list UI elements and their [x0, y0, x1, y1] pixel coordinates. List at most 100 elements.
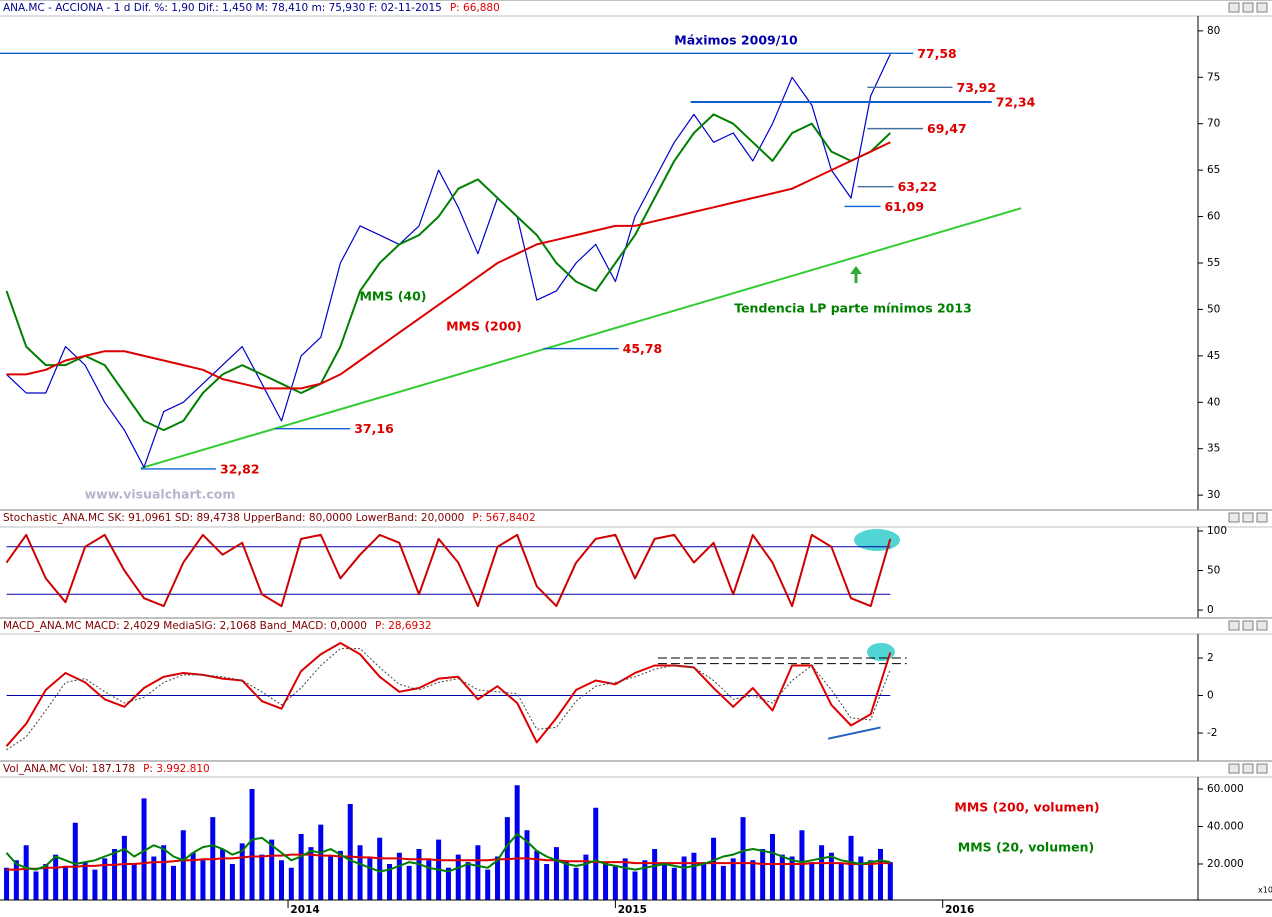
- panel-header: ANA.MC - ACCIONA - 1 d Dif. %: 1,90 Dif.…: [3, 2, 442, 14]
- arrow-head: [850, 266, 862, 274]
- volume-bar: [632, 871, 638, 900]
- window-button: [1256, 2, 1268, 13]
- y-tick-label: 0: [1207, 604, 1214, 616]
- volume-bar: [544, 864, 550, 900]
- series-line: [6, 53, 891, 468]
- volume-bar: [308, 847, 314, 900]
- series-line: [5, 113, 891, 432]
- annotation: Máximos 2009/10: [674, 33, 798, 48]
- series-label: MMS (200): [446, 319, 522, 334]
- y-tick-label: 80: [1207, 25, 1220, 37]
- axis-note: x10: [1258, 886, 1272, 895]
- window-button: [1228, 512, 1240, 523]
- volume-bar: [642, 860, 648, 900]
- panel-header: Vol_ANA.MC Vol: 187.178: [3, 763, 135, 775]
- volume-bar: [720, 865, 726, 900]
- volume-bar: [819, 845, 825, 900]
- volume-bar: [524, 830, 530, 900]
- volume-bar: [877, 849, 883, 900]
- volume-bar: [121, 835, 127, 900]
- panel-header-price: P: 567,8402: [472, 512, 535, 524]
- volume-bar: [229, 864, 235, 900]
- y-tick-label: 60: [1207, 211, 1220, 223]
- volume-bar: [887, 862, 893, 900]
- volume-bar: [799, 830, 805, 900]
- trend-line: [140, 207, 1022, 470]
- volume-bar: [495, 856, 501, 900]
- window-button: [1256, 512, 1268, 523]
- y-tick-label: 40.000: [1207, 821, 1244, 833]
- volume-bar: [681, 856, 687, 900]
- window-button: [1242, 512, 1254, 523]
- y-tick-label: 50: [1207, 303, 1220, 315]
- x-tick-label: 2016: [945, 904, 974, 916]
- series-line: [5, 833, 891, 873]
- volume-bar: [278, 860, 284, 900]
- series-line: [6, 648, 891, 751]
- volume-bar: [828, 852, 834, 900]
- volume-bar: [475, 845, 481, 900]
- y-tick-label: 100: [1207, 525, 1227, 537]
- volume-bar: [112, 849, 118, 900]
- level-label: 77,58: [917, 46, 957, 61]
- volume-bar: [769, 834, 775, 900]
- volume-bar: [62, 865, 68, 900]
- panel-header-price: P: 28,6932: [375, 620, 432, 632]
- volume-bar: [298, 834, 304, 900]
- level-label: 73,92: [957, 80, 997, 95]
- watermark: www.visualchart.com: [85, 487, 236, 502]
- volume-bar: [858, 856, 864, 900]
- panel-header-price: P: 66,880: [450, 2, 500, 14]
- volume-bar: [328, 856, 334, 900]
- level-label: 63,22: [898, 179, 938, 194]
- volume-bar: [701, 862, 707, 900]
- volume-bar: [406, 865, 412, 900]
- divergence-line: [827, 726, 881, 740]
- volume-bar: [809, 862, 815, 900]
- volume-bar: [848, 835, 854, 900]
- volume-bar: [730, 858, 736, 900]
- volume-bar: [43, 864, 49, 900]
- volume-bar: [347, 804, 353, 900]
- panel-header: Stochastic_ANA.MC SK: 91,0961 SD: 89,473…: [3, 512, 464, 524]
- volume-bar: [711, 837, 717, 900]
- volume-bar: [563, 860, 569, 900]
- volume-bar: [396, 852, 402, 900]
- volume-bar: [33, 871, 39, 900]
- volume-bar: [838, 864, 844, 900]
- volume-bar: [514, 785, 520, 900]
- window-button: [1242, 620, 1254, 631]
- volume-bar: [13, 860, 19, 900]
- window-button: [1256, 620, 1268, 631]
- y-tick-label: 55: [1207, 257, 1220, 269]
- volume-bar: [760, 849, 766, 900]
- volume-bar: [445, 867, 451, 900]
- series-label: MMS (40): [359, 289, 426, 304]
- y-tick-label: -2: [1207, 727, 1217, 739]
- volume-bar: [661, 864, 667, 900]
- highlight: [854, 529, 900, 551]
- level-label: 69,47: [927, 121, 967, 136]
- level-label: 37,16: [354, 421, 394, 436]
- y-tick-label: 0: [1207, 690, 1214, 702]
- volume-bar: [691, 852, 697, 900]
- volume-bar: [249, 789, 255, 900]
- y-tick-label: 35: [1207, 443, 1220, 455]
- volume-bar: [151, 856, 157, 900]
- volume-bar: [357, 845, 363, 900]
- volume-bar: [868, 860, 874, 900]
- volume-bar: [200, 860, 206, 900]
- volume-bar: [337, 850, 343, 900]
- y-tick-label: 65: [1207, 164, 1220, 176]
- y-tick-label: 75: [1207, 71, 1220, 83]
- window-button: [1242, 763, 1254, 774]
- legend-entry: MMS (20, volumen): [958, 840, 1094, 855]
- volume-bar: [789, 856, 795, 900]
- y-tick-label: 2: [1207, 652, 1214, 664]
- volume-bar: [4, 867, 10, 900]
- annotation: Tendencia LP parte mínimos 2013: [734, 301, 972, 316]
- series-line: [6, 853, 891, 871]
- window-button: [1242, 2, 1254, 13]
